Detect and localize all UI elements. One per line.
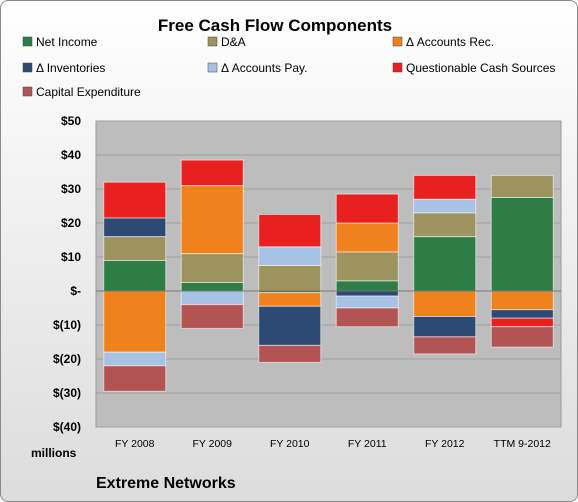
y-tick-label: $40 [61,148,81,162]
bar-capital-expenditure-fy-2009 [180,304,244,329]
x-tick-label: FY 2011 [348,438,387,450]
y-tick-label: $50 [61,114,81,128]
bar-accounts-rec-fy-2008 [103,290,167,353]
legend-swatch [22,36,33,47]
x-tick-label: FY 2008 [115,438,155,450]
x-tick-label: FY 2010 [270,438,310,450]
legend-item-questionable-cash-sources: Questionable Cash Sources [392,61,555,75]
y-tick-label: $(30) [53,386,81,400]
legend-label: D&A [221,35,246,49]
x-axis: FY 2008 FY 2009 FY 2010 FY 2011 FY 2012 TTM 9… [115,438,551,450]
legend-label: Capital Expenditure [36,85,141,99]
bar-questionable-cash-sources-fy-2010 [258,214,322,248]
y-tick-label: $- [70,284,81,298]
bar-accounts-pay-fy-2010 [258,246,322,267]
bar-questionable-cash-sources-fy-2012 [413,174,477,200]
x-tick-label: TTM 9-2012 [494,438,551,450]
bar-net-income-fy-2008 [103,259,167,292]
bar-inventories-fy-2012 [413,316,477,338]
bar-accounts-rec-fy-2010 [258,292,322,307]
bar-capital-expenditure-ttm-9-2012 [490,326,554,348]
bar-d-a-fy-2009 [180,253,244,284]
x-tick-label: FY 2009 [192,438,232,450]
legend-item-inventories: Δ Inventories [22,61,105,75]
bar-accounts-rec-fy-2011 [335,222,399,253]
bar-capital-expenditure-fy-2008 [103,365,167,392]
x-tick-label: FY 2012 [425,438,465,450]
bar-accounts-pay-fy-2011 [335,295,399,309]
bar-d-a-ttm-9-2012 [490,174,554,198]
company-label: Extreme Networks [96,475,236,492]
bar-net-income-fy-2009 [180,282,244,292]
legend: Net Income D&A Δ Accounts Rec. Δ Inventorie… [22,35,555,99]
legend-label: Δ Inventories [36,61,105,75]
legend-item-net-income: Net Income [22,35,98,49]
bar-net-income-fy-2011 [335,280,399,292]
bar-net-income-ttm-9-2012 [490,197,554,292]
legend-label: Δ Accounts Rec. [406,35,494,49]
bar-d-a-fy-2011 [335,251,399,282]
legend-label: Δ Accounts Pay. [221,61,308,75]
legend-swatch [207,62,218,73]
bar-inventories-fy-2010 [258,305,322,346]
chart-title: Free Cash Flow Components [158,16,392,35]
plot-background [95,120,562,428]
bar-questionable-cash-sources-fy-2009 [180,159,244,187]
plot-area [95,120,562,428]
legend-item-capital-expenditure: Capital Expenditure [22,85,141,99]
y-axis: $50 $40 $30 $20 $10 $- $(10) $(20) $(30) $(40) [53,114,81,434]
legend-swatch [392,36,403,47]
legend-swatch [207,36,218,47]
bar-capital-expenditure-fy-2010 [258,344,322,363]
bar-questionable-cash-sources-fy-2008 [103,181,167,219]
bar-capital-expenditure-fy-2012 [413,336,477,355]
bar-accounts-pay-fy-2012 [413,198,477,214]
bar-d-a-fy-2008 [103,236,167,261]
bar-capital-expenditure-fy-2011 [335,307,399,328]
bar-accounts-rec-fy-2012 [413,290,477,317]
bar-accounts-pay-fy-2009 [180,290,244,306]
bar-inventories-fy-2011 [335,290,399,297]
bar-d-a-fy-2010 [258,265,322,292]
bar-accounts-rec-fy-2009 [180,185,244,255]
y-tick-label: $30 [61,182,81,196]
legend-swatch [22,62,33,73]
legend-swatch [22,86,33,97]
bar-d-a-fy-2012 [413,212,477,238]
bar-accounts-pay-fy-2008 [103,351,167,367]
bar-inventories-ttm-9-2012 [490,309,554,319]
legend-label: Net Income [36,35,98,49]
y-tick-label: $10 [61,250,81,264]
legend-label: Questionable Cash Sources [406,61,555,75]
bar-questionable-cash-sources-ttm-9-2012 [490,317,554,328]
y-tick-label: $20 [61,216,81,230]
legend-item-accounts-pay: Δ Accounts Pay. [207,61,308,75]
legend-swatch [392,62,403,73]
y-tick-label: $(40) [53,420,81,434]
legend-item-d-a: D&A [207,35,246,49]
bar-net-income-fy-2012 [413,236,477,292]
bar-inventories-fy-2008 [103,217,167,238]
bar-questionable-cash-sources-fy-2011 [335,193,399,224]
units-label: millions [31,446,77,460]
bar-accounts-rec-ttm-9-2012 [490,290,554,311]
y-tick-label: $(10) [53,318,81,332]
y-tick-label: $(20) [53,352,81,366]
legend-item-accounts-rec: Δ Accounts Rec. [392,35,494,49]
